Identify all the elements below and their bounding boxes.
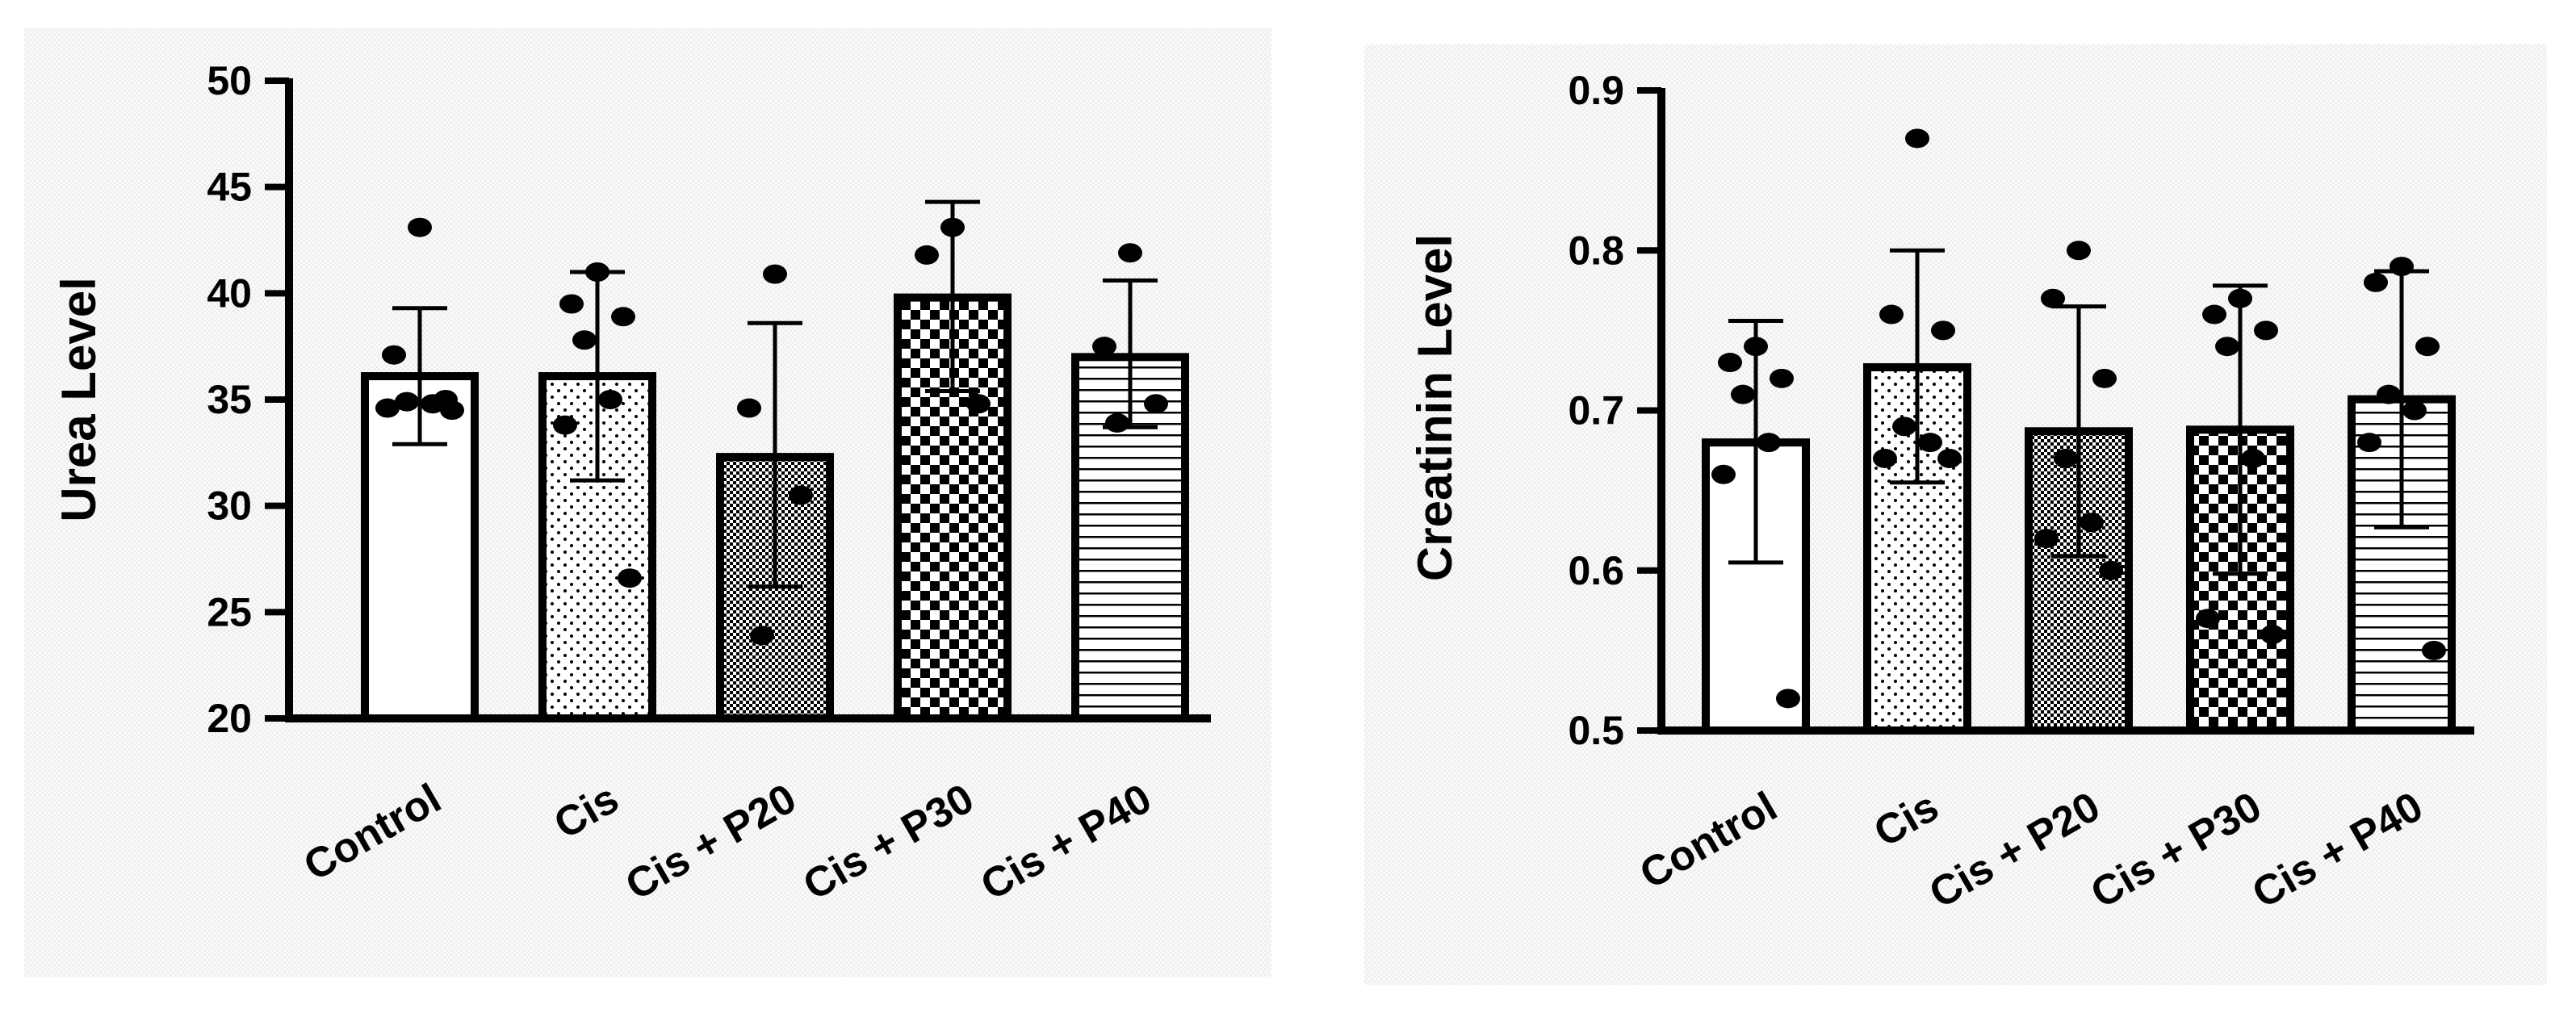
data-point xyxy=(1144,394,1168,414)
y-tick-label: 35 xyxy=(207,377,252,422)
data-point xyxy=(1757,433,1781,453)
data-point xyxy=(2415,337,2440,357)
y-tick-label: 0.6 xyxy=(1568,548,1624,593)
data-point xyxy=(2228,288,2252,308)
data-point xyxy=(940,217,965,237)
error-bar xyxy=(748,320,802,589)
data-point xyxy=(1770,368,1794,388)
data-point xyxy=(737,398,761,418)
data-point xyxy=(2254,320,2278,341)
y-axis-label: Creatinin Level xyxy=(1408,234,1462,581)
data-point xyxy=(1937,448,1962,468)
data-point xyxy=(382,345,406,365)
data-point xyxy=(2067,241,2091,261)
y-tick-label: 25 xyxy=(207,589,252,634)
error-bar xyxy=(2213,283,2268,576)
data-point xyxy=(2054,448,2078,468)
data-point xyxy=(2364,272,2388,292)
data-point xyxy=(598,390,622,409)
y-tick-label: 0.5 xyxy=(1568,708,1624,753)
data-point xyxy=(2390,257,2414,277)
data-point xyxy=(618,568,642,588)
data-point xyxy=(2260,625,2285,645)
data-point xyxy=(1879,304,1904,324)
data-point xyxy=(395,391,419,412)
data-point xyxy=(559,294,584,314)
y-tick-label: 40 xyxy=(207,270,252,316)
data-point xyxy=(1118,243,1142,263)
data-point xyxy=(1731,384,1755,404)
data-point xyxy=(1744,337,1768,357)
y-tick-label: 50 xyxy=(207,58,252,103)
data-point xyxy=(553,415,577,435)
data-point xyxy=(440,400,464,421)
data-point xyxy=(2202,304,2226,324)
data-point xyxy=(750,626,774,646)
y-tick-label: 0.9 xyxy=(1568,68,1624,113)
error-bar xyxy=(2051,304,2106,559)
data-point xyxy=(1092,337,1116,357)
data-point xyxy=(915,245,939,265)
data-point xyxy=(2377,384,2401,404)
y-tick-label: 0.7 xyxy=(1568,388,1624,433)
y-tick-label: 0.8 xyxy=(1568,228,1624,273)
data-point xyxy=(421,394,445,414)
data-point xyxy=(2357,433,2381,453)
y-tick-label: 30 xyxy=(207,484,252,529)
data-point xyxy=(1892,417,1916,437)
data-point xyxy=(2422,640,2446,660)
data-point xyxy=(1905,128,1929,149)
data-point xyxy=(2241,448,2265,468)
error-bar xyxy=(1728,318,1783,565)
y-axis-label: Urea Level xyxy=(52,277,106,522)
data-point xyxy=(1776,689,1800,709)
error-bar xyxy=(392,306,447,446)
data-point xyxy=(789,485,813,505)
data-point xyxy=(375,398,400,418)
data-point xyxy=(2099,560,2123,580)
data-point xyxy=(1718,353,1742,373)
data-point xyxy=(1711,464,1736,484)
error-bar xyxy=(1890,248,1945,485)
data-point xyxy=(2215,337,2239,357)
data-point xyxy=(2092,368,2117,388)
y-tick-label: 20 xyxy=(207,696,252,741)
data-point xyxy=(1918,433,1942,453)
data-point xyxy=(2034,529,2059,549)
data-point xyxy=(763,264,787,284)
data-point xyxy=(408,217,432,237)
data-point xyxy=(2041,288,2065,308)
data-point xyxy=(1873,448,1897,468)
data-point xyxy=(585,262,609,282)
data-point xyxy=(2080,513,2104,533)
data-point xyxy=(611,307,635,327)
data-point xyxy=(2196,609,2220,629)
data-point xyxy=(2402,400,2427,421)
data-point xyxy=(1105,412,1129,433)
data-point xyxy=(572,330,597,350)
data-point xyxy=(966,394,991,414)
data-point xyxy=(1931,320,1955,341)
y-tick-label: 45 xyxy=(207,165,252,210)
